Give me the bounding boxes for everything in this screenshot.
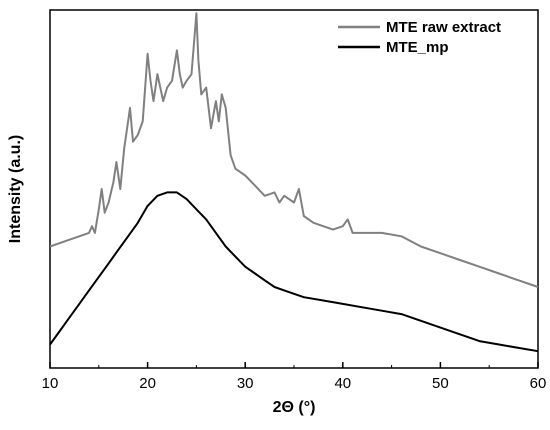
plot-frame (49, 9, 539, 369)
x-tick-label: 20 (139, 375, 156, 392)
series-layer (49, 12, 539, 353)
x-tick-label: 60 (530, 375, 547, 392)
x-tick-label: 40 (334, 375, 351, 392)
legend-label: MTE_mp (386, 39, 449, 56)
series-line-mte-mp (49, 191, 539, 353)
y-axis-title: Intensity (a.u.) (7, 135, 24, 243)
x-axis-ticks: 10 20 30 40 50 60 (42, 362, 547, 392)
x-axis-title: 2Θ (°) (273, 399, 316, 416)
legend: MTE raw extract MTE_mp (338, 19, 501, 56)
legend-label: MTE raw extract (386, 19, 501, 36)
x-tick-label: 30 (237, 375, 254, 392)
x-tick-label: 50 (432, 375, 449, 392)
series-line-mte-raw-extract (49, 12, 539, 288)
x-tick-label: 10 (42, 375, 59, 392)
